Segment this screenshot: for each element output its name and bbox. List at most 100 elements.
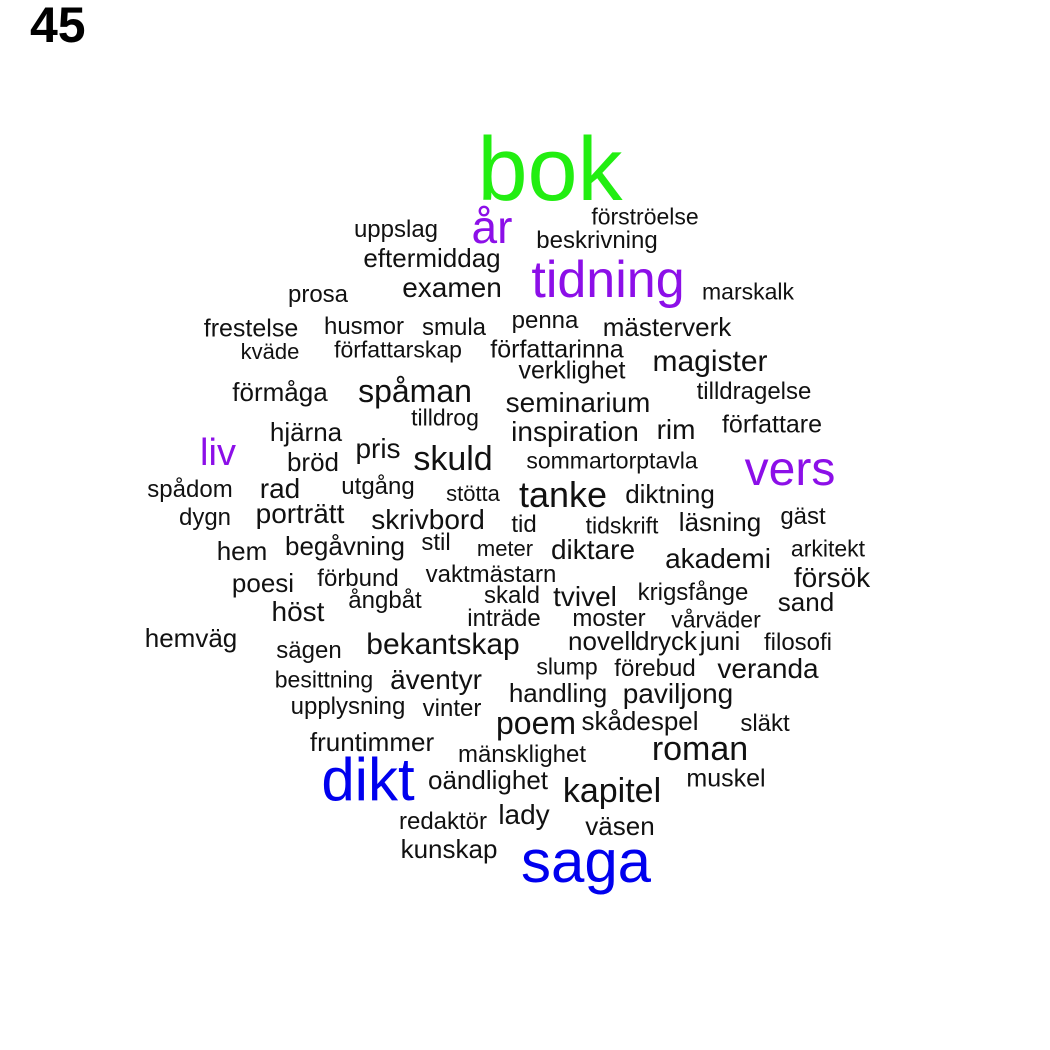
word-ångbåt: ångbåt xyxy=(348,587,422,614)
word-diktning: diktning xyxy=(625,479,715,509)
word-penna: penna xyxy=(511,307,579,334)
word-paviljong: paviljong xyxy=(622,678,734,709)
word-skådespel: skådespel xyxy=(581,706,699,736)
word-skrivbord: skrivbord xyxy=(371,504,485,535)
word-bröd: bröd xyxy=(286,447,340,477)
word-poem: poem xyxy=(495,705,577,741)
word-stil: stil xyxy=(421,529,451,556)
word-författarskap: författarskap xyxy=(334,336,462,363)
word-tidskrift: tidskrift xyxy=(585,512,659,539)
word-saga: saga xyxy=(520,828,652,895)
word-spåman: spåman xyxy=(358,373,472,409)
word-väsen: väsen xyxy=(585,811,655,841)
word-år: år xyxy=(471,201,513,253)
word-fruntimmer: fruntimmer xyxy=(309,727,435,757)
word-dygn: dygn xyxy=(178,504,232,531)
word-tvivel: tvivel xyxy=(553,581,617,612)
word-lady: lady xyxy=(498,799,550,830)
word-tanke: tanke xyxy=(518,474,608,515)
word-veranda: veranda xyxy=(717,653,819,684)
word-författare: författare xyxy=(721,410,823,439)
word-pris: pris xyxy=(355,433,401,464)
word-släkt: släkt xyxy=(740,710,790,737)
word-utgång: utgång xyxy=(341,473,415,500)
word-vers: vers xyxy=(744,443,836,496)
word-skuld: skuld xyxy=(413,440,493,478)
word-novell: novell xyxy=(568,626,636,656)
word-prosa: prosa xyxy=(287,281,349,308)
word-bekantskap: bekantskap xyxy=(366,628,520,661)
word-husmor: husmor xyxy=(323,313,405,340)
word-marskalk: marskalk xyxy=(701,278,795,305)
word-oändlighet: oändlighet xyxy=(428,765,548,795)
word-förmåga: förmåga xyxy=(232,377,328,407)
word-liv: liv xyxy=(200,432,236,474)
word-tid: tid xyxy=(511,511,537,538)
word-begåvning: begåvning xyxy=(285,531,405,561)
word-vinter: vinter xyxy=(422,695,482,722)
word-tilldragelse: tilldragelse xyxy=(696,378,812,405)
word-kunskap: kunskap xyxy=(400,834,498,864)
word-dikt: dikt xyxy=(321,746,415,813)
word-filosofi: filosofi xyxy=(763,629,833,656)
word-besittning: besittning xyxy=(274,666,374,693)
word-sand: sand xyxy=(777,587,835,617)
word-tilldrog: tilldrog xyxy=(411,404,479,431)
word-moster: moster xyxy=(572,605,646,632)
word-frestelse: frestelse xyxy=(203,314,299,343)
word-juni: juni xyxy=(699,626,741,656)
word-mänsklighet: mänsklighet xyxy=(457,741,587,768)
word-beskrivning: beskrivning xyxy=(536,227,658,254)
word-redaktör: redaktör xyxy=(398,808,488,835)
word-inspiration: inspiration xyxy=(511,416,639,447)
word-smula: smula xyxy=(421,314,487,341)
word-porträtt: porträtt xyxy=(255,498,345,529)
word-spådom: spådom xyxy=(147,476,233,503)
word-diktare: diktare xyxy=(550,534,636,565)
word-uppslag: uppslag xyxy=(353,216,439,243)
word-äventyr: äventyr xyxy=(390,664,482,695)
word-förbund: förbund xyxy=(317,565,399,592)
page-number: 45 xyxy=(30,0,86,53)
word-examen: examen xyxy=(402,272,502,303)
word-kväde: kväde xyxy=(240,339,300,364)
word-meter: meter xyxy=(476,536,534,561)
word-författarinna: författarinna xyxy=(490,335,624,364)
word-eftermiddag: eftermiddag xyxy=(363,243,501,273)
word-handling: handling xyxy=(508,678,608,708)
word-verklighet: verklighet xyxy=(518,356,626,385)
word-stötta: stötta xyxy=(446,481,500,506)
word-arkitekt: arkitekt xyxy=(790,535,866,562)
word-gäst: gäst xyxy=(780,503,826,530)
word-försök: försök xyxy=(793,562,871,593)
word-hem: hem xyxy=(216,536,268,566)
word-upplysning: upplysning xyxy=(290,693,406,720)
word-poesi: poesi xyxy=(231,568,295,598)
word-inträde: inträde xyxy=(467,605,541,632)
word-höst: höst xyxy=(271,596,325,627)
word-läsning: läsning xyxy=(678,507,762,537)
word-bok: bok xyxy=(477,120,623,220)
word-akademi: akademi xyxy=(665,543,771,574)
word-rim: rim xyxy=(656,414,696,445)
word-sägen: sägen xyxy=(276,637,342,664)
word-rad: rad xyxy=(259,473,301,504)
word-hjärna: hjärna xyxy=(269,417,343,447)
word-krigsfånge: krigsfånge xyxy=(637,579,749,606)
word-slump: slump xyxy=(536,653,598,680)
word-hemväg: hemväg xyxy=(144,623,238,653)
word-roman: roman xyxy=(651,730,749,768)
word-mästerverk: mästerverk xyxy=(602,312,732,342)
word-magister: magister xyxy=(652,345,768,378)
word-tidning: tidning xyxy=(531,251,685,309)
word-muskel: muskel xyxy=(686,764,766,793)
word-skald: skald xyxy=(483,582,541,609)
word-dryck: dryck xyxy=(634,626,698,656)
word-vaktmästarn: vaktmästarn xyxy=(425,561,557,588)
word-seminarium: seminarium xyxy=(505,387,651,418)
word-förströelse: förströelse xyxy=(591,203,699,230)
word-förebud: förebud xyxy=(614,655,696,682)
word-vårväder: vårväder xyxy=(671,606,761,633)
word-sommartorptavla: sommartorptavla xyxy=(526,447,698,474)
